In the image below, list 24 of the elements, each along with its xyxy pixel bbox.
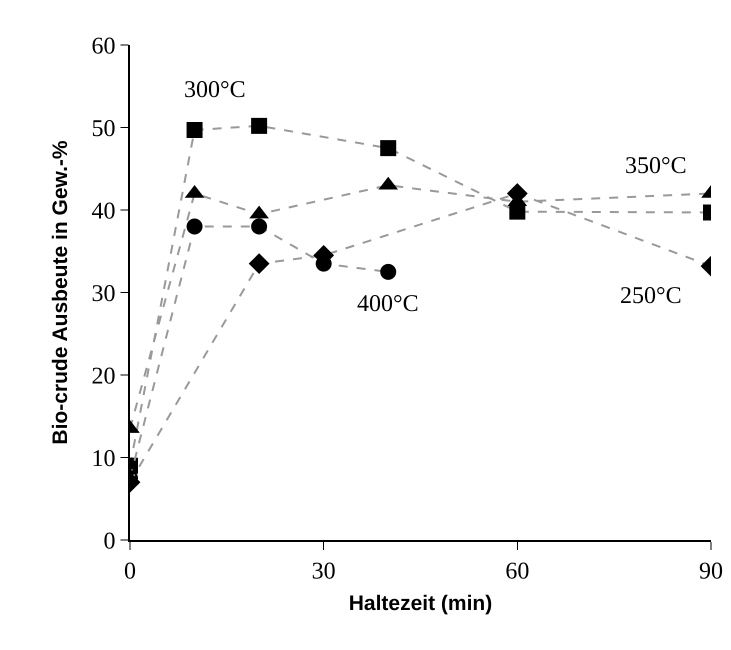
- y-axis-title: Bio-crude Ausbeute in Gew.-%: [49, 140, 72, 445]
- series-label: 250°C: [620, 283, 682, 309]
- x-tick-label: 30: [312, 558, 336, 585]
- y-tick-label: 10: [91, 446, 116, 472]
- point: [380, 140, 396, 156]
- y-tick-label: 60: [91, 33, 116, 60]
- y-tick-label: 50: [91, 116, 116, 142]
- y-tick-label: 40: [91, 198, 116, 224]
- x-tick-label: 60: [505, 558, 530, 585]
- x-tick-label: 90: [699, 558, 723, 585]
- series-label: 350°C: [625, 153, 687, 179]
- point: [251, 218, 268, 234]
- point: [248, 253, 270, 274]
- point: [186, 122, 203, 138]
- y-tick-label: 30: [91, 280, 116, 307]
- point: [251, 118, 268, 134]
- y-tick-label: 0: [103, 528, 116, 554]
- point: [380, 264, 396, 280]
- series-label: 400°C: [357, 291, 419, 317]
- y-tick-label: 20: [91, 363, 116, 390]
- x-tick-label: 0: [124, 558, 136, 585]
- series-label: 300°C: [184, 77, 246, 103]
- x-axis-title: Haltezeit (min): [348, 592, 492, 616]
- point: [186, 218, 203, 234]
